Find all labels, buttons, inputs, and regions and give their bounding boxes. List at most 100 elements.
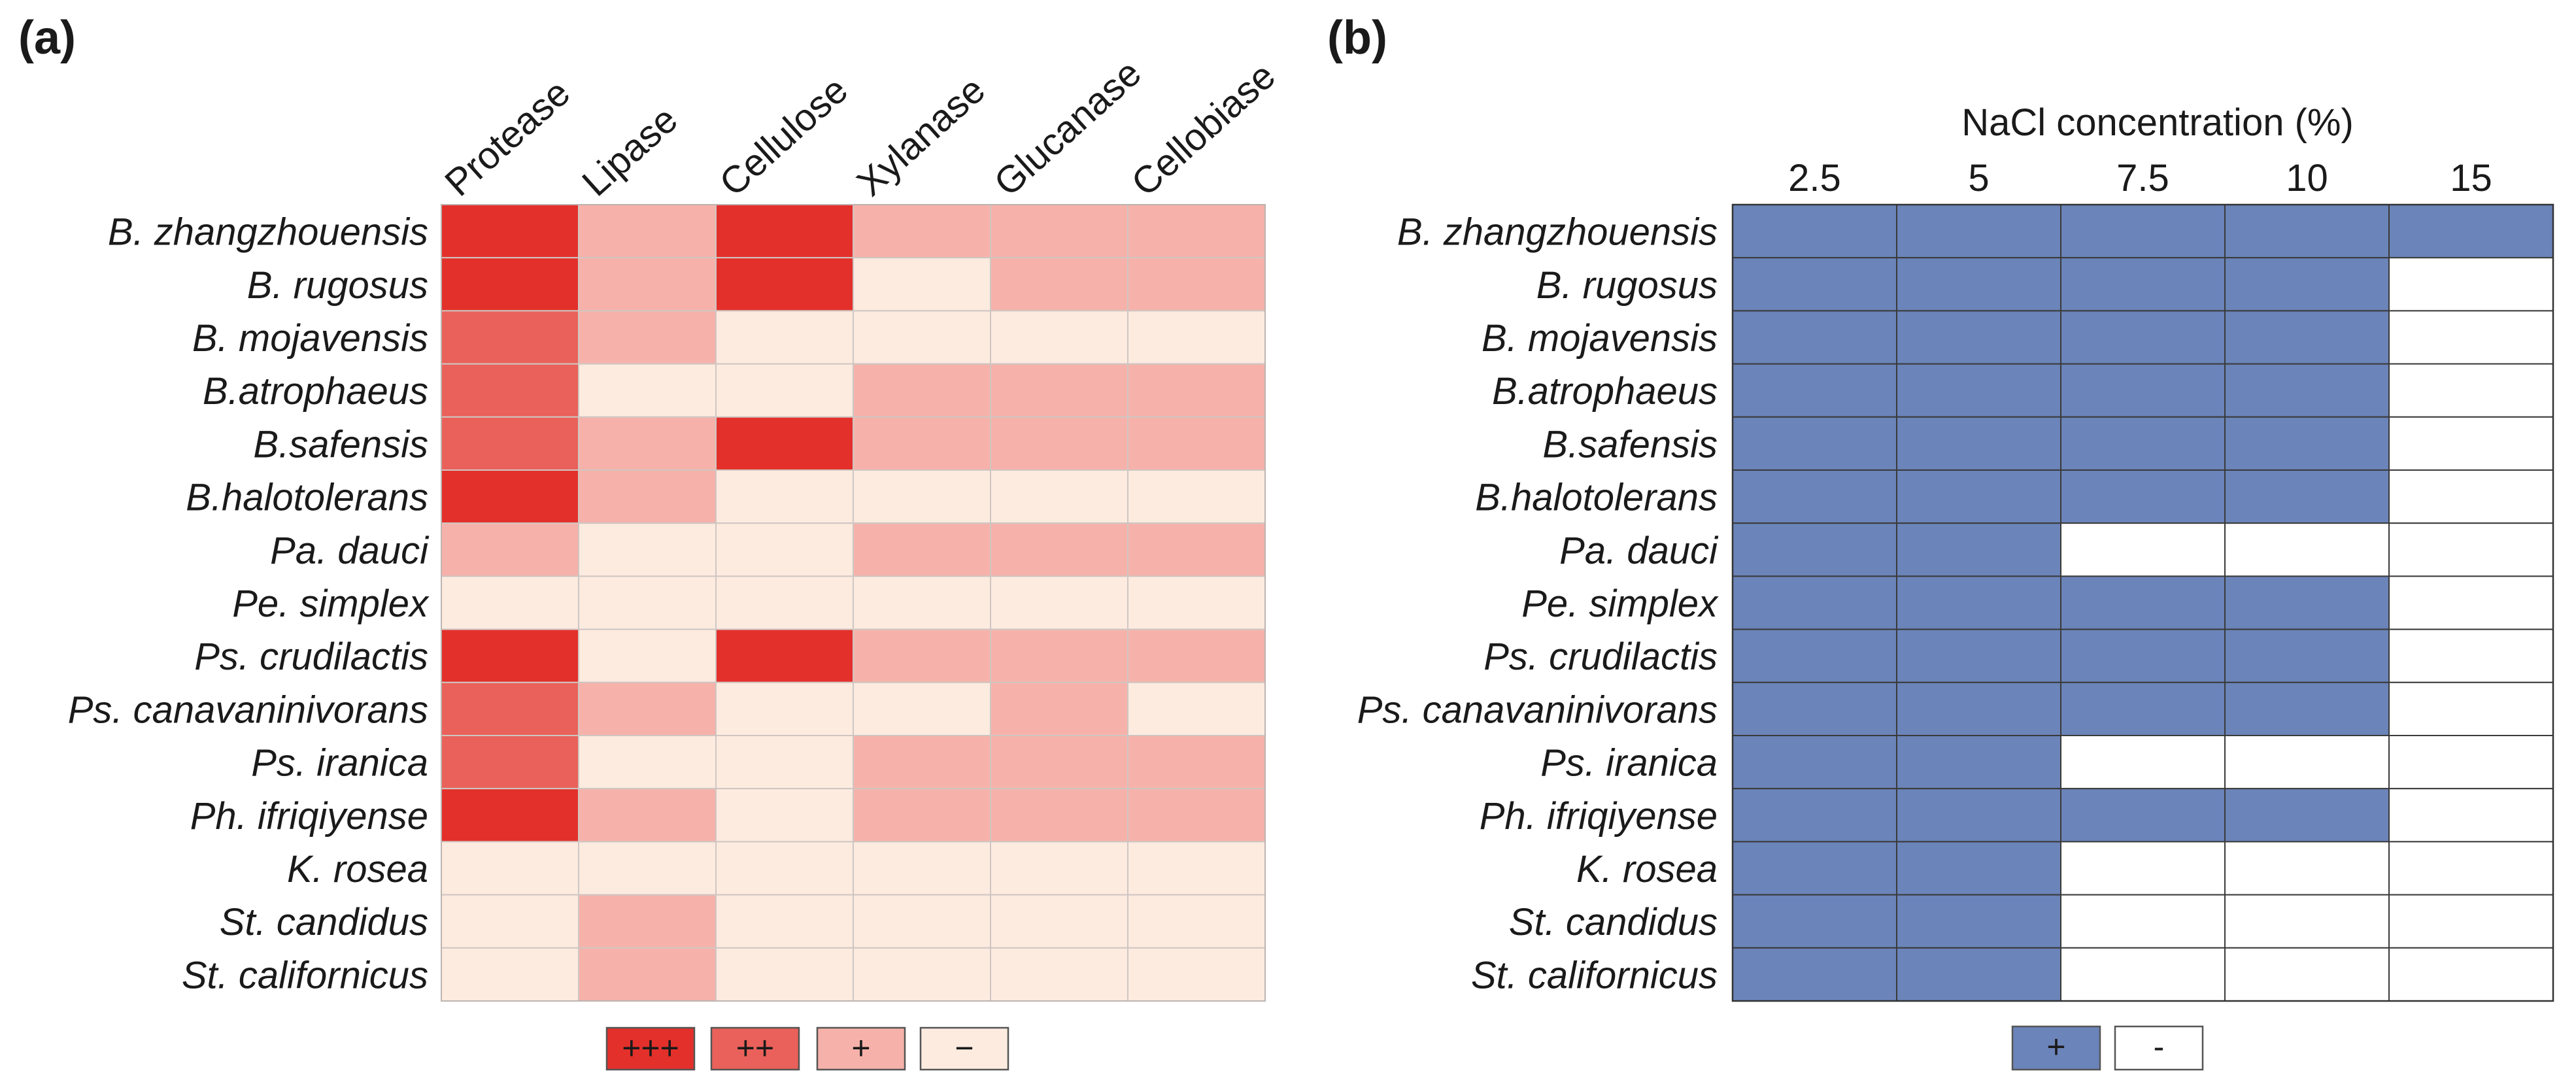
- heatmap-b-cell: [1896, 947, 2061, 1002]
- heatmap-b-cell: [2060, 735, 2226, 790]
- heatmap-a-cell: [990, 575, 1128, 630]
- heatmap-b-cell: [1896, 788, 2061, 843]
- heatmap-a-row-label: Pa. dauci: [270, 530, 430, 572]
- panel-b-label: (b): [1327, 12, 1387, 64]
- heatmap-b-legend-label: -: [2154, 1028, 2165, 1065]
- heatmap-b-row-label: B. zhangzhouensis: [1397, 211, 1718, 254]
- heatmap-b-cell: [2388, 204, 2554, 259]
- heatmap-b-cell: [1732, 947, 1897, 1002]
- heatmap-b-cell: [2224, 628, 2390, 683]
- heatmap-a-cell: [441, 947, 579, 1002]
- heatmap-b-column-label: 7.5: [2116, 157, 2169, 199]
- heatmap-a-cell: [715, 735, 854, 790]
- heatmap-a-cell: [1127, 469, 1266, 524]
- heatmap-a-cell: [715, 628, 854, 683]
- heatmap-a-cell: [578, 735, 717, 790]
- heatmap-b-cell: [2224, 947, 2390, 1002]
- heatmap-a-cell: [441, 469, 579, 524]
- heatmap-a-legend-label: −: [955, 1030, 974, 1066]
- heatmap-b-cell: [2060, 310, 2226, 365]
- heatmap-b-cell: [2224, 522, 2390, 577]
- heatmap-b-cell: [2224, 363, 2390, 418]
- heatmap-a-cell: [715, 788, 854, 843]
- heatmap-b-column-label: 15: [2450, 157, 2492, 199]
- heatmap-b-cell: [2060, 681, 2226, 737]
- heatmap-a-cell: [441, 310, 579, 365]
- heatmap-b-cell: [1896, 894, 2061, 949]
- heatmap-a-row-label: B.safensis: [253, 423, 428, 466]
- heatmap-a-row-label: Ps. crudilactis: [194, 635, 428, 678]
- heatmap-b-row-label: Ps. crudilactis: [1483, 635, 1718, 678]
- heatmap-b-cell: [2060, 522, 2226, 577]
- heatmap-a-cell: [1127, 363, 1266, 418]
- heatmap-b-cell: [1732, 788, 1897, 843]
- heatmap-b-cell: [2060, 204, 2226, 259]
- heatmap-a-cell: [578, 363, 717, 418]
- heatmap-a-cell: [715, 204, 854, 259]
- heatmap-a-cell: [990, 841, 1128, 896]
- heatmap-a-row-label: Pe. simplex: [232, 583, 430, 625]
- heatmap-b-cell: [1896, 257, 2061, 312]
- heatmap-a-cell: [1127, 735, 1266, 790]
- heatmap-a-cell: [1127, 310, 1266, 365]
- heatmap-a-cell: [441, 522, 579, 577]
- heatmap-b-cell: [1896, 416, 2061, 471]
- heatmap-b-cell: [2388, 841, 2554, 896]
- heatmap-a-cell: [715, 363, 854, 418]
- heatmap-a-column-label: Cellobiase: [1123, 54, 1283, 205]
- heatmap-b-legend-label: +: [2046, 1028, 2065, 1065]
- heatmap-b-cell: [1896, 204, 2061, 259]
- heatmap-a-column-label: Protease: [437, 71, 578, 205]
- heatmap-b-cell: [1732, 416, 1897, 471]
- heatmap-a-row-label: Ps. canavaninivorans: [68, 688, 428, 731]
- heatmap-a-legend-swatch: [605, 1026, 696, 1071]
- heatmap-a-cell: [715, 257, 854, 312]
- heatmap-b-cell: [1896, 681, 2061, 737]
- heatmap-a-cell: [1127, 575, 1266, 630]
- heatmap-b-cell: [2388, 363, 2554, 418]
- heatmap-b-row-label: Pe. simplex: [1521, 583, 1719, 625]
- heatmap-b-cell: [2060, 469, 2226, 524]
- heatmap-a-cell: [715, 310, 854, 365]
- heatmap-a-cell: [853, 522, 991, 577]
- heatmap-a-cell: [578, 416, 717, 471]
- heatmap-b-row-label: St. candidus: [1509, 901, 1718, 943]
- heatmap-a-cell: [441, 841, 579, 896]
- heatmap-a-row-label: Ph. ifriqiyense: [190, 795, 428, 838]
- heatmap-b-column-label: 2.5: [1788, 157, 1841, 199]
- heatmap-b-cell: [1896, 841, 2061, 896]
- heatmap-a-cell: [715, 416, 854, 471]
- heatmap-a-cell: [578, 788, 717, 843]
- heatmap-b-cell: [1732, 894, 1897, 949]
- heatmap-a-column-label: Xylanase: [849, 69, 993, 205]
- heatmap-b-cell: [2224, 469, 2390, 524]
- heatmap-a-cell: [990, 894, 1128, 949]
- heatmap-b-cell: [2060, 894, 2226, 949]
- heatmap-b-cell: [2388, 947, 2554, 1002]
- heatmap-a-cell: [441, 681, 579, 737]
- heatmap-b-row-label: B.safensis: [1542, 423, 1718, 466]
- heatmap-b-cell: [2224, 310, 2390, 365]
- heatmap-b-cell: [2388, 681, 2554, 737]
- heatmap-b-cell: [1732, 257, 1897, 312]
- heatmap-a-cell: [715, 522, 854, 577]
- heatmap-b-cell: [2060, 416, 2226, 471]
- heatmap-b-cell: [2224, 575, 2390, 630]
- heatmap-a-row-label: B.atrophaeus: [203, 370, 428, 413]
- heatmap-a-column-label: Glucanase: [986, 52, 1149, 205]
- heatmap-a-cell: [715, 681, 854, 737]
- heatmap-b-cell: [2060, 947, 2226, 1002]
- heatmap-b-cell: [2224, 416, 2390, 471]
- heatmap-b-cell: [2060, 841, 2226, 896]
- heatmap-a-column-label: Cellulose: [711, 69, 856, 205]
- heatmap-a-cell: [441, 204, 579, 259]
- heatmap-a-row-label: B. mojavensis: [192, 317, 428, 360]
- heatmap-b-cell: [1896, 469, 2061, 524]
- heatmap-a-row-label: Ps. iranica: [251, 742, 428, 785]
- heatmap-a-cell: [578, 894, 717, 949]
- heatmap-a-cell: [578, 310, 717, 365]
- heatmap-b-cell: [2224, 257, 2390, 312]
- heatmap-a-row-label: K. rosea: [287, 848, 428, 890]
- heatmap-a-cell: [853, 681, 991, 737]
